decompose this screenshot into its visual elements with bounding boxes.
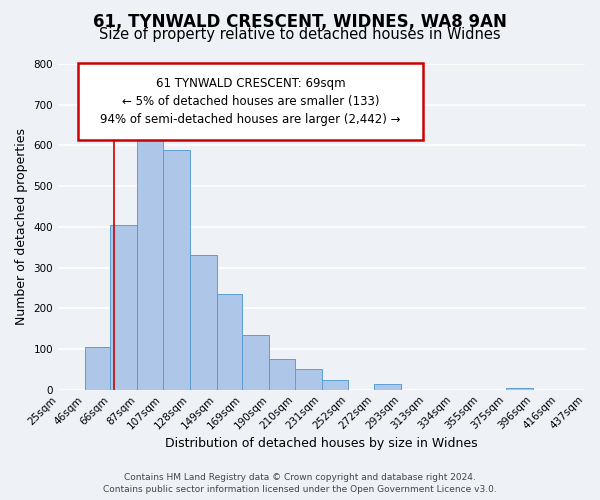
Bar	[269, 359, 295, 390]
Bar	[190, 256, 217, 390]
Text: 61 TYNWALD CRESCENT: 69sqm
← 5% of detached houses are smaller (133)
94% of semi: 61 TYNWALD CRESCENT: 69sqm ← 5% of detac…	[100, 76, 401, 126]
Bar	[242, 335, 269, 390]
Bar	[163, 150, 190, 390]
Bar	[295, 370, 322, 390]
Bar	[85, 347, 110, 390]
Bar	[506, 388, 533, 390]
Bar	[217, 294, 242, 390]
Bar	[374, 384, 401, 390]
Y-axis label: Number of detached properties: Number of detached properties	[15, 128, 28, 326]
X-axis label: Distribution of detached houses by size in Widnes: Distribution of detached houses by size …	[165, 437, 478, 450]
Bar	[137, 140, 163, 390]
Text: Size of property relative to detached houses in Widnes: Size of property relative to detached ho…	[99, 28, 501, 42]
Text: 61, TYNWALD CRESCENT, WIDNES, WA8 9AN: 61, TYNWALD CRESCENT, WIDNES, WA8 9AN	[93, 12, 507, 30]
Text: Contains HM Land Registry data © Crown copyright and database right 2024.
Contai: Contains HM Land Registry data © Crown c…	[103, 473, 497, 494]
Bar	[322, 380, 349, 390]
Bar	[110, 225, 137, 390]
